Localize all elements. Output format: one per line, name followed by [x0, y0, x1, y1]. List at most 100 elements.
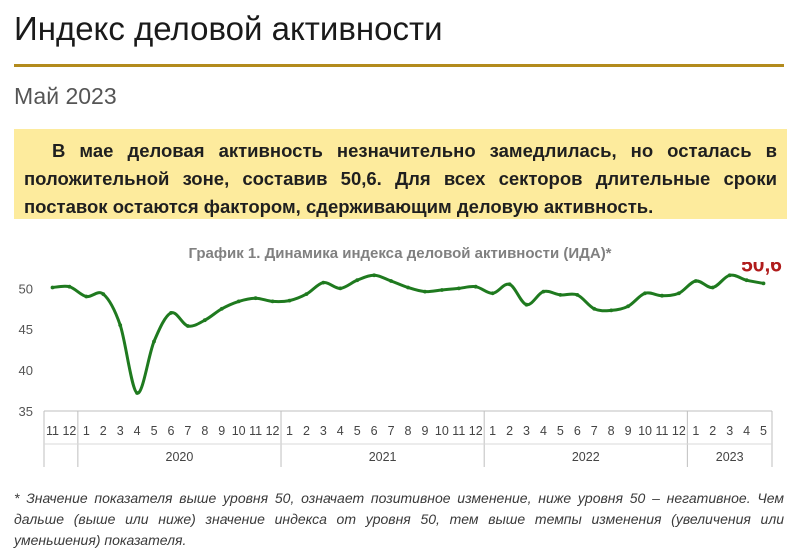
x-year-label: 2021 [369, 450, 397, 464]
y-tick-label: 35 [19, 404, 33, 419]
data-point [592, 306, 597, 311]
x-tick-label: 9 [218, 424, 225, 438]
x-tick-label: 7 [388, 424, 395, 438]
footnote: * Значение показателя выше уровня 50, оз… [14, 488, 784, 551]
y-tick-label: 45 [19, 322, 33, 337]
y-axis: 35 40 45 50 [19, 281, 33, 419]
x-tick-label: 1 [83, 424, 90, 438]
x-tick-label: 10 [435, 424, 449, 438]
x-tick-label: 9 [421, 424, 428, 438]
x-tick-label: 8 [405, 424, 412, 438]
x-tick-label: 9 [625, 424, 632, 438]
data-point [473, 284, 478, 289]
data-point [575, 293, 580, 297]
x-tick-label: 6 [371, 424, 378, 438]
title-divider [14, 64, 784, 67]
x-tick-label: 3 [320, 424, 327, 438]
x-tick-label: 4 [743, 424, 750, 438]
data-point [626, 304, 630, 309]
page-title: Индекс деловой активности [14, 10, 443, 47]
data-point [406, 285, 410, 290]
data-point [169, 311, 173, 315]
x-tick-label: 2 [506, 424, 513, 438]
x-tick-label: 5 [760, 424, 767, 438]
x-year-label: 2020 [166, 450, 194, 464]
x-tick-label: 10 [638, 424, 652, 438]
x-axis: 11 12 1 2 3 4 5 6 7 8 9 10 11 12 1 2 3 4 5 6 7 8 9 10 11 12 1 2 3 4 5 6… [43, 410, 773, 467]
x-tick-label: 3 [523, 424, 530, 438]
data-point [135, 391, 140, 395]
data-point [524, 302, 529, 307]
x-tick-label: 6 [574, 424, 581, 438]
data-point [660, 293, 664, 298]
x-year-label: 2022 [572, 450, 600, 464]
data-point [84, 294, 89, 299]
x-tick-label: 5 [151, 424, 158, 438]
x-tick-label: 12 [469, 424, 483, 438]
data-point [677, 291, 681, 296]
x-tick-label: 1 [692, 424, 699, 438]
data-point [270, 299, 275, 304]
data-point [541, 289, 546, 294]
data-point [219, 306, 224, 311]
data-point [507, 282, 512, 287]
x-tick-label: 1 [489, 424, 496, 438]
y-tick-label: 40 [19, 363, 33, 378]
x-tick-label: 1 [286, 424, 293, 438]
data-labels: 50,6 [741, 262, 782, 276]
y-tick-label: 50 [19, 281, 33, 296]
x-tick-label: 11 [655, 424, 668, 438]
x-tick-label: 2 [709, 424, 716, 438]
x-tick-label: 5 [557, 424, 564, 438]
data-point [423, 289, 427, 294]
x-tick-label: 6 [168, 424, 175, 438]
x-tick-label: 2 [303, 424, 310, 438]
footnote-text: * Значение показателя выше уровня 50, оз… [14, 490, 784, 548]
x-tick-label: 8 [608, 424, 615, 438]
x-tick-label: 4 [540, 424, 547, 438]
data-point [558, 293, 563, 297]
data-point [287, 298, 292, 303]
data-point [440, 288, 444, 292]
x-tick-label: 12 [672, 424, 686, 438]
data-point [693, 279, 698, 283]
chart-title: График 1. Динамика индекса деловой актив… [188, 245, 612, 262]
x-year-label: 2023 [716, 450, 744, 464]
data-point [321, 280, 326, 285]
x-tick-label: 11 [249, 424, 262, 438]
data-point [609, 308, 614, 313]
x-tick-label: 11 [46, 424, 59, 438]
data-point [727, 273, 732, 278]
data-point [152, 339, 156, 344]
x-tick-label: 2 [100, 424, 107, 438]
x-tick-label: 5 [354, 424, 361, 438]
data-point [101, 292, 106, 296]
data-point [236, 299, 241, 304]
x-tick-label: 7 [591, 424, 598, 438]
data-point [761, 281, 766, 286]
data-point [643, 291, 647, 296]
report-period: Май 2023 [14, 83, 117, 109]
x-tick-label: 7 [184, 424, 191, 438]
series-layer [50, 273, 766, 395]
x-tick-label: 3 [117, 424, 124, 438]
summary-box: В мае деловая активность незначительно з… [14, 129, 787, 219]
data-point [744, 278, 749, 283]
data-point [304, 292, 309, 296]
data-point [710, 285, 715, 290]
data-point [67, 284, 72, 289]
data-point [389, 279, 393, 283]
data-point [338, 286, 343, 291]
data-point [355, 278, 360, 283]
data-point [186, 324, 190, 328]
x-tick-label: 11 [452, 424, 465, 438]
x-tick-label: 4 [134, 424, 141, 438]
data-point [118, 323, 123, 327]
x-tick-label: 8 [201, 424, 208, 438]
index-line [51, 273, 765, 395]
data-point [50, 285, 55, 290]
data-point [372, 273, 376, 278]
last-value-label: 50,6 [741, 262, 782, 276]
summary-text: В мае деловая активность незначительно з… [24, 140, 777, 217]
